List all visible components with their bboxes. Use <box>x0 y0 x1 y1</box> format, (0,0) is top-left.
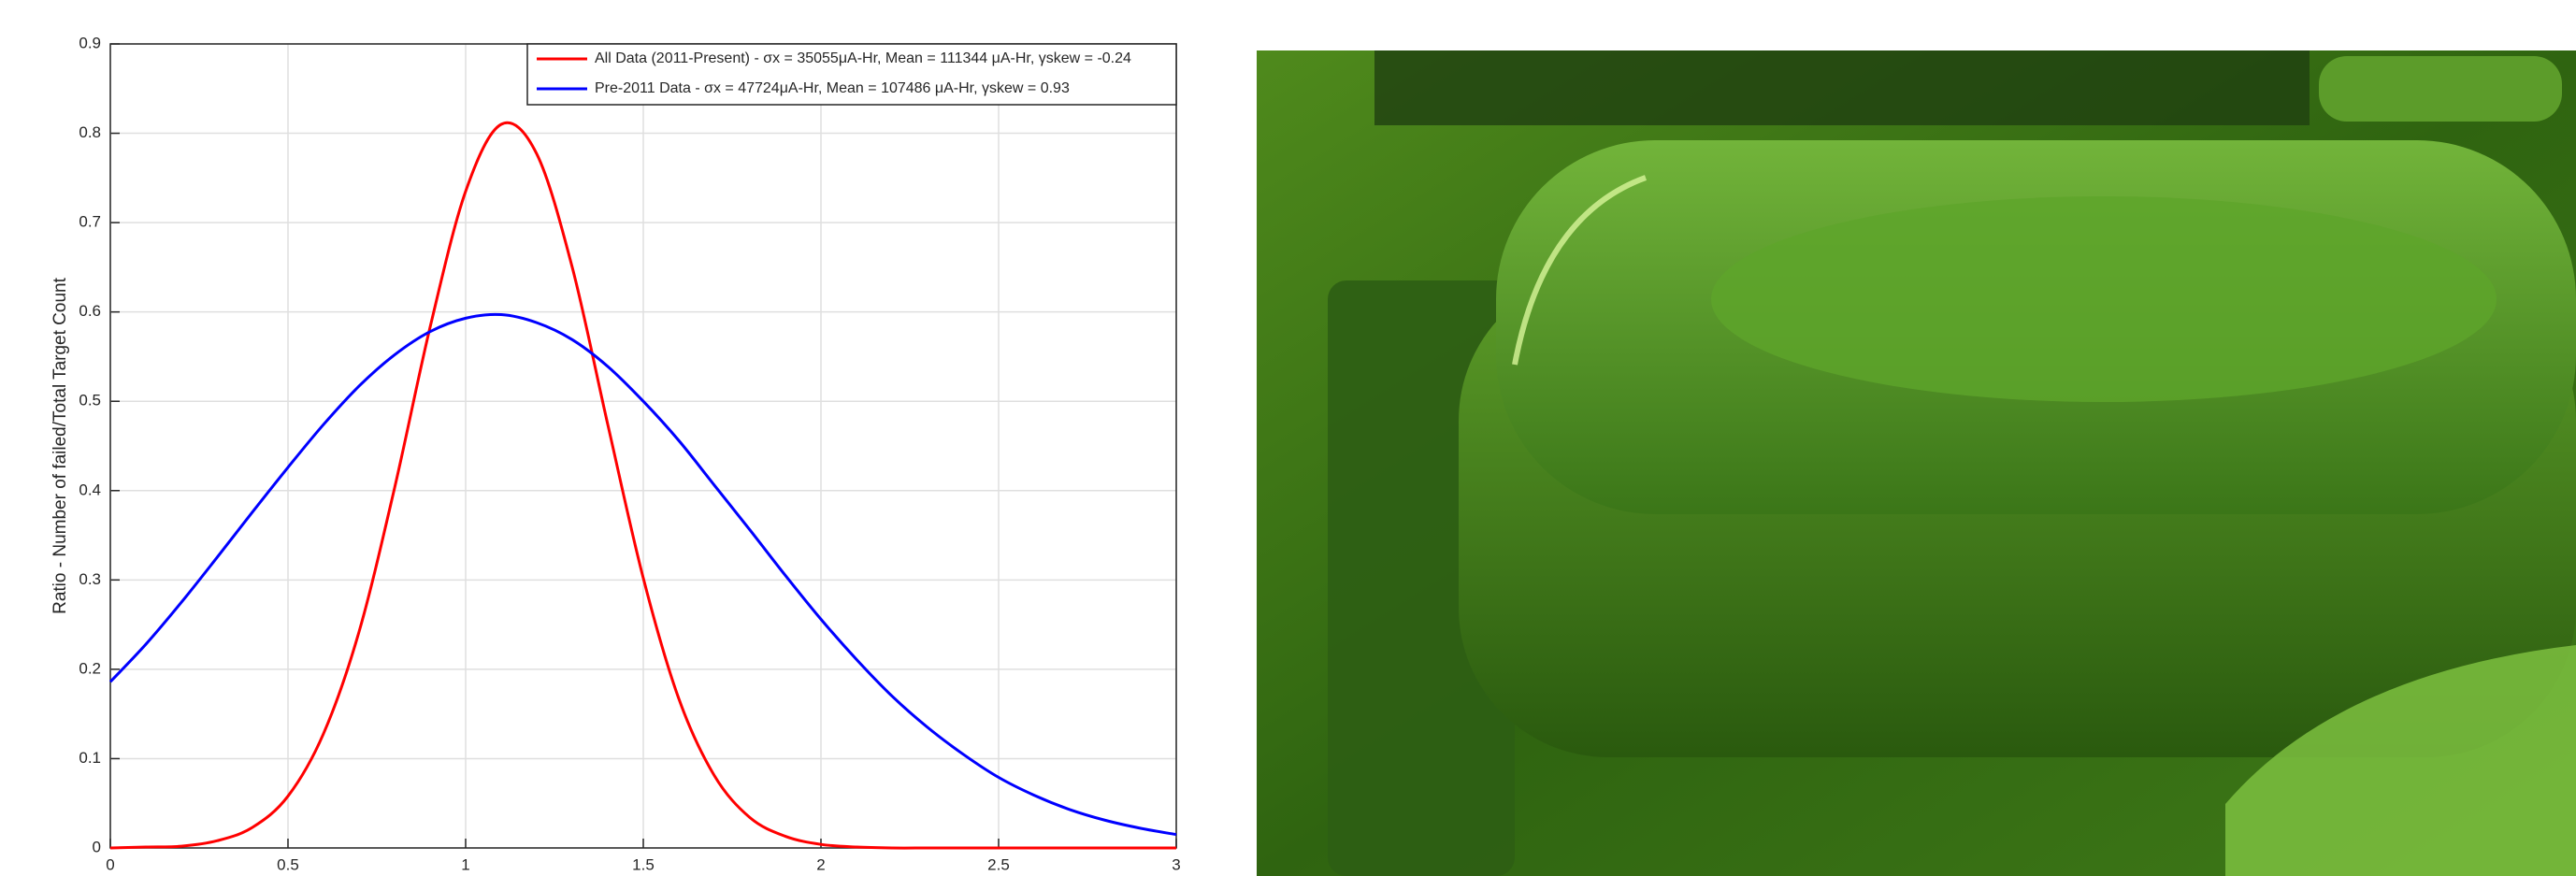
chart: Ratio - Number of failed/Total Target Co… <box>50 34 1181 873</box>
legend-label: Pre-2011 Data - σx = 47724μA-Hr, Mean = … <box>595 80 1070 96</box>
figure: Ratio - Number of failed/Total Target Co… <box>0 0 2576 876</box>
y-tick-label: 0.7 <box>79 213 101 231</box>
y-tick-label: 0.1 <box>79 749 101 767</box>
x-tick-label: 1 <box>461 855 469 873</box>
y-tick-label: 0.6 <box>79 302 101 320</box>
y-tick-label: 0.9 <box>79 34 101 51</box>
y-tick-label: 0.5 <box>79 392 101 409</box>
photo <box>1257 50 2576 876</box>
x-tick-label: 3 <box>1172 855 1180 873</box>
y-tick-label: 0.8 <box>79 123 101 141</box>
legend-label: All Data (2011-Present) - σx = 35055μA-H… <box>595 50 1131 66</box>
y-tick-label: 0.3 <box>79 570 101 588</box>
x-tick-label: 0.5 <box>277 855 299 873</box>
y-tick-label: 0.4 <box>79 481 101 498</box>
y-tick-label: 0.2 <box>79 659 101 677</box>
legend: All Data (2011-Present) - σx = 35055μA-H… <box>527 44 1176 105</box>
page: Ratio - Number of failed/Total Target Co… <box>0 0 2576 876</box>
y-axis-label: Ratio - Number of failed/Total Target Co… <box>50 277 70 613</box>
y-tick-label: 0 <box>93 838 101 855</box>
x-tick-label: 2.5 <box>987 855 1010 873</box>
x-tick-label: 1.5 <box>632 855 655 873</box>
x-tick-label: 0 <box>106 855 114 873</box>
x-tick-label: 2 <box>816 855 825 873</box>
